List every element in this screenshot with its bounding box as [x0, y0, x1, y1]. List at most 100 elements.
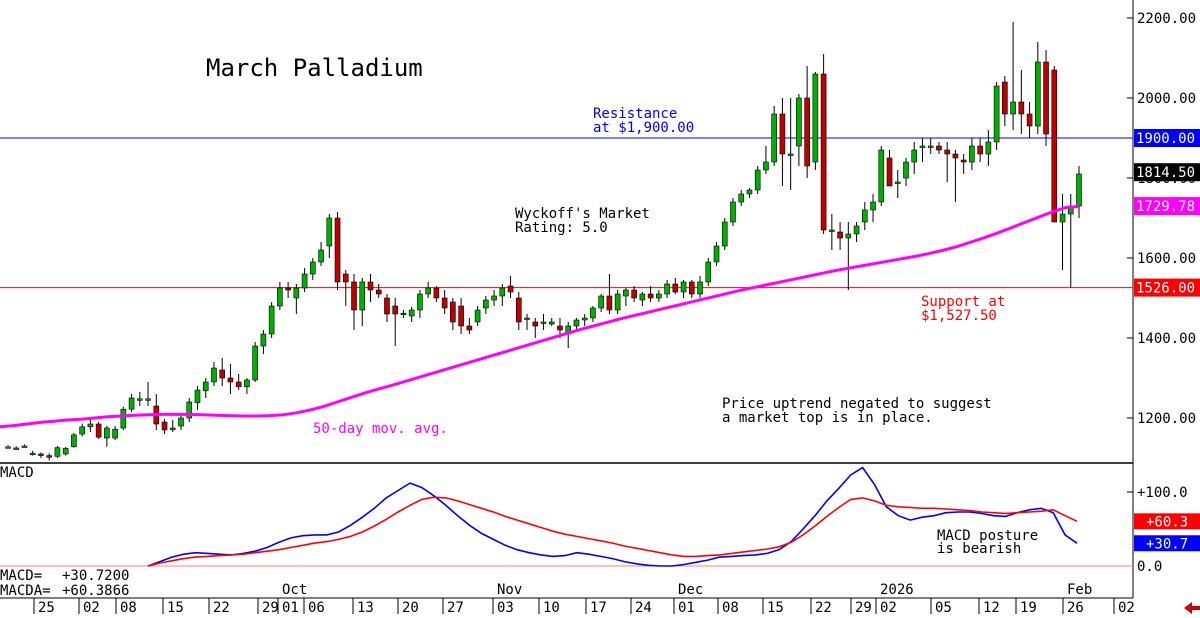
x-day-label: 02: [83, 600, 100, 616]
x-day-label: 05: [935, 600, 952, 616]
x-day-label: 20: [402, 600, 419, 616]
candle-body: [1002, 81, 1008, 115]
candle-body: [524, 317, 530, 320]
candle-body: [137, 398, 143, 401]
macd-title: MACD: [0, 465, 34, 481]
x-day-label: 24: [635, 600, 652, 616]
candle-body: [804, 97, 810, 167]
candle-body: [985, 141, 992, 155]
candle-body: [169, 427, 176, 430]
candle-body: [62, 448, 69, 455]
candle-body: [713, 245, 720, 263]
resistance-tag: 1900.00: [1136, 131, 1195, 147]
ma-label: 50-day mov. avg.: [313, 421, 448, 437]
candle-body: [515, 297, 522, 323]
x-day-label: 27: [447, 600, 464, 616]
candle-body: [721, 221, 728, 247]
macd-y-tick-label: +100.0: [1137, 485, 1188, 501]
candle-body: [450, 301, 456, 323]
y-tick-label: 2200.00: [1137, 11, 1196, 27]
y-tick-label: 2000.00: [1137, 91, 1196, 107]
candle-body: [268, 305, 275, 335]
candle-body: [886, 157, 893, 187]
candle-body: [46, 455, 52, 458]
y-tick-label: 1600.00: [1137, 251, 1196, 267]
candle-body: [104, 427, 110, 439]
candle-body: [178, 417, 184, 427]
candle-body: [392, 305, 399, 315]
candle-body: [318, 249, 324, 263]
candle-body: [38, 453, 44, 456]
candle-body: [120, 408, 127, 429]
candle-body: [466, 325, 473, 331]
candle-body: [796, 97, 802, 147]
x-day-label: 22: [213, 600, 230, 616]
candle-body: [483, 299, 489, 309]
candle-body: [425, 287, 431, 295]
candle-body: [1059, 213, 1066, 223]
candle-body: [293, 287, 300, 299]
candle-body: [927, 145, 934, 148]
candle-body: [219, 369, 225, 379]
candle-body: [384, 297, 390, 315]
candle-body: [812, 73, 819, 163]
candle-body: [548, 321, 555, 325]
x-day-label: 19: [1020, 600, 1037, 616]
candle-body: [820, 73, 827, 231]
macd-readout-label: MACDA=: [0, 583, 51, 599]
x-day-label: 29: [855, 600, 872, 616]
candle-body: [861, 209, 868, 223]
candle-body: [285, 287, 291, 291]
candle-body: [540, 321, 547, 324]
candle-body: [499, 287, 506, 297]
candle-body: [581, 317, 588, 321]
candle-body: [277, 287, 283, 307]
candle-body: [79, 426, 85, 435]
x-day-label: 08: [120, 600, 137, 616]
candle-body: [746, 189, 753, 195]
macd-annotation-line2: is bearish: [937, 541, 1021, 557]
candle-body: [1043, 61, 1049, 135]
macd-value-tag-bg: [1134, 513, 1200, 530]
candle-body: [936, 145, 942, 151]
macd-y-tick-label: 0.0: [1137, 559, 1162, 575]
scroll-left-arrow-icon: [1184, 602, 1200, 614]
resistance-tag-bg: [1134, 129, 1200, 147]
candle-body: [441, 297, 448, 309]
candle-body: [95, 423, 102, 438]
candle-body: [664, 283, 670, 295]
candle-body: [606, 295, 613, 311]
candle-body: [993, 85, 1000, 143]
x-day-label: 29: [262, 600, 279, 616]
x-month-label: Dec: [678, 582, 703, 598]
candle-body: [260, 333, 267, 347]
price-tag: 1814.50: [1136, 165, 1195, 181]
candle-body: [342, 273, 349, 283]
candle-body: [408, 309, 415, 317]
candle-body: [656, 293, 662, 299]
candle-body: [894, 181, 901, 184]
candle-body: [202, 381, 209, 392]
candle-body: [417, 293, 423, 311]
candle-body: [680, 281, 687, 293]
candle-body: [647, 293, 654, 299]
x-day-label: 01: [678, 600, 695, 616]
x-day-label: 10: [543, 600, 560, 616]
macd-value-tag: +60.3: [1146, 514, 1188, 530]
moving-average-line: [0, 204, 1080, 429]
candle-body: [301, 273, 308, 289]
candle-body: [631, 289, 637, 299]
candle-body: [672, 283, 679, 293]
rating-annotation-line2: Rating: 5.0: [515, 220, 608, 236]
support-annotation-line1: Support at: [921, 294, 1005, 310]
x-day-label: 17: [590, 600, 607, 616]
candle-body: [878, 149, 885, 203]
candle-body: [1026, 113, 1033, 127]
candle-body: [590, 307, 596, 319]
candle-body: [763, 161, 769, 171]
candle-body: [623, 289, 629, 297]
candle-body: [326, 217, 333, 247]
candle-body: [1010, 101, 1016, 115]
x-day-label: 22: [815, 600, 832, 616]
